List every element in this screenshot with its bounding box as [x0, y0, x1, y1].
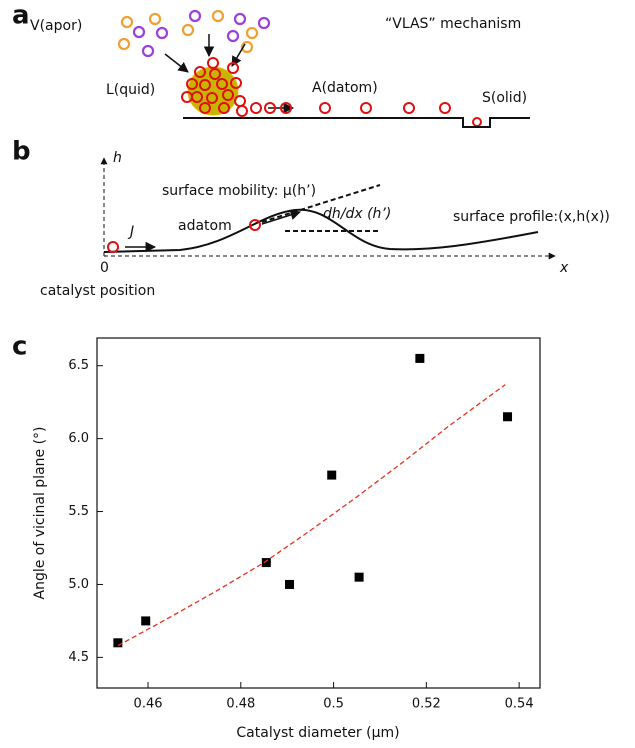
point: [285, 579, 295, 589]
x-tick-label: 0.5: [323, 697, 344, 712]
y-tick-label: 6.5: [68, 358, 89, 373]
adatom-label: A(datom): [312, 80, 378, 96]
fit-line: [117, 384, 506, 647]
mobility-line: [261, 184, 381, 223]
panel-label: c: [12, 332, 27, 362]
y-axis-title: Angle of vicinal plane (°): [32, 426, 48, 599]
profile: [103, 208, 539, 253]
vapor-atoms: [117, 9, 271, 58]
mobility-label: surface mobility: μ(h’): [162, 183, 316, 199]
x-axis-title: Catalyst diameter (μm): [236, 725, 399, 741]
chart: Catalyst diameter (μm) Angle of vicinal …: [32, 337, 541, 741]
point: [113, 638, 123, 648]
panel-label: b: [12, 137, 31, 167]
vapor-label: V(apor): [30, 18, 82, 34]
droplet-atoms: [181, 57, 482, 127]
catalyst: [107, 241, 119, 253]
y-tick-label: 4.5: [68, 650, 89, 665]
flux-label: J: [127, 224, 134, 240]
x-tick-label: 0.52: [412, 697, 441, 712]
substrate: [183, 117, 530, 128]
point: [415, 353, 425, 363]
y-tick-label: 5.5: [68, 504, 89, 519]
origin-label: 0: [100, 260, 109, 276]
adatom-label: adatom: [178, 218, 232, 234]
x-tick-label: 0.46: [134, 697, 163, 712]
solid-label: S(olid): [482, 90, 527, 106]
adatom: [249, 219, 261, 231]
arrow: [261, 209, 302, 225]
h-label: h: [113, 150, 122, 166]
profile-label: surface profile:(x,h(x)): [453, 209, 610, 225]
y-tick-label: 6.0: [68, 431, 89, 446]
mechanism-title: “VLAS” mechanism: [385, 16, 521, 32]
point: [354, 572, 364, 582]
plot-frame: [96, 337, 541, 689]
panel-label: a: [12, 1, 30, 31]
point: [327, 470, 337, 480]
catalyst-label: catalyst position: [40, 283, 155, 299]
x-tick-label: 0.54: [505, 697, 534, 712]
liquid-label: L(quid): [106, 82, 155, 98]
x-label: x: [559, 260, 569, 276]
point: [503, 412, 513, 422]
point: [261, 558, 271, 568]
x-tick-label: 0.48: [226, 697, 255, 712]
point: [141, 616, 151, 626]
slope-label: dh/dx (h’): [323, 206, 391, 222]
y-tick-label: 5.0: [68, 577, 89, 592]
